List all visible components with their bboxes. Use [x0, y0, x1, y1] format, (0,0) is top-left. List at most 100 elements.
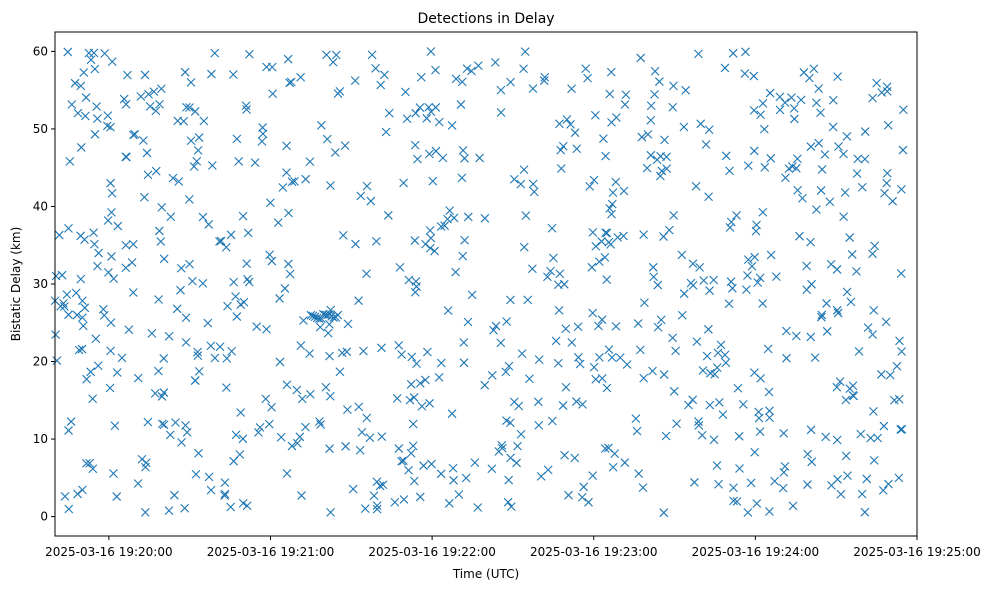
data-point [509, 174, 519, 184]
data-point [204, 472, 214, 482]
data-point [78, 296, 87, 306]
data-point [457, 77, 467, 87]
data-point [756, 110, 765, 120]
data-point [889, 395, 899, 405]
data-point [521, 211, 531, 221]
data-point [868, 93, 878, 103]
data-point [139, 192, 149, 202]
data-point [553, 358, 563, 368]
data-point [525, 374, 534, 384]
data-point [816, 312, 826, 322]
data-point [362, 269, 371, 279]
data-point [788, 501, 798, 511]
data-point [93, 361, 103, 371]
data-point [789, 104, 799, 113]
data-point [74, 345, 84, 355]
data-point [159, 354, 169, 363]
x-tick-label: 2025-03-16 19:25:00 [853, 545, 980, 559]
data-point [106, 346, 115, 356]
data-point [896, 425, 906, 434]
data-point [356, 191, 366, 201]
data-point [282, 141, 292, 151]
data-point [430, 246, 439, 256]
data-point [140, 507, 150, 517]
data-point [65, 157, 75, 166]
data-point [292, 438, 302, 448]
data-point [738, 399, 748, 409]
data-point [842, 131, 852, 141]
data-point [587, 262, 597, 272]
data-point [765, 507, 774, 516]
data-point [672, 419, 681, 429]
data-point [585, 182, 595, 191]
data-point [82, 458, 91, 468]
data-point [833, 474, 842, 484]
data-point [877, 88, 887, 97]
data-point [404, 465, 413, 475]
data-point [638, 483, 648, 493]
data-point [597, 237, 606, 246]
data-point [92, 102, 102, 111]
data-point [145, 101, 155, 111]
data-point [341, 441, 350, 451]
data-point [242, 501, 252, 511]
data-point [415, 103, 425, 112]
data-point [743, 508, 753, 517]
data-point [431, 103, 441, 112]
data-point [555, 269, 565, 279]
data-point [436, 358, 446, 368]
data-point [402, 114, 412, 124]
data-point [755, 427, 765, 437]
data-point [350, 76, 360, 86]
data-point [611, 177, 621, 187]
data-point [718, 410, 728, 420]
data-point [528, 84, 538, 93]
data-point [85, 458, 95, 468]
data-point [151, 106, 161, 116]
data-point [502, 317, 511, 326]
data-point [136, 92, 146, 101]
data-point [283, 259, 293, 269]
data-point [399, 456, 408, 466]
data-point [73, 108, 83, 118]
data-point [315, 322, 325, 332]
data-point [86, 55, 96, 65]
data-point [677, 250, 687, 260]
data-point [64, 504, 74, 514]
data-point [669, 81, 678, 91]
data-point [696, 119, 706, 129]
data-point [506, 502, 516, 512]
data-point [636, 53, 646, 63]
data-point [407, 352, 417, 362]
data-point [798, 193, 807, 203]
data-point [267, 402, 276, 412]
data-point [591, 374, 601, 384]
data-point [852, 169, 862, 179]
data-point [607, 209, 616, 219]
data-point [448, 463, 458, 473]
data-point [637, 132, 647, 142]
y-tick-label: 10 [33, 432, 48, 446]
data-point [897, 347, 907, 356]
data-point [608, 188, 618, 198]
data-point [206, 341, 216, 351]
data-point [789, 114, 799, 124]
data-point [322, 50, 331, 60]
data-point [194, 366, 204, 376]
data-point [654, 77, 664, 86]
data-point [176, 263, 186, 273]
data-point [639, 230, 649, 240]
data-point [244, 49, 254, 59]
data-point [296, 341, 306, 351]
data-point [390, 497, 400, 507]
data-point [189, 162, 199, 171]
data-point [470, 458, 480, 467]
data-point [165, 430, 175, 440]
data-point [806, 425, 816, 435]
data-point [460, 153, 469, 163]
data-point [555, 119, 564, 129]
data-point [461, 473, 471, 483]
data-point [203, 318, 213, 328]
data-point [668, 333, 678, 343]
data-point [573, 322, 583, 332]
